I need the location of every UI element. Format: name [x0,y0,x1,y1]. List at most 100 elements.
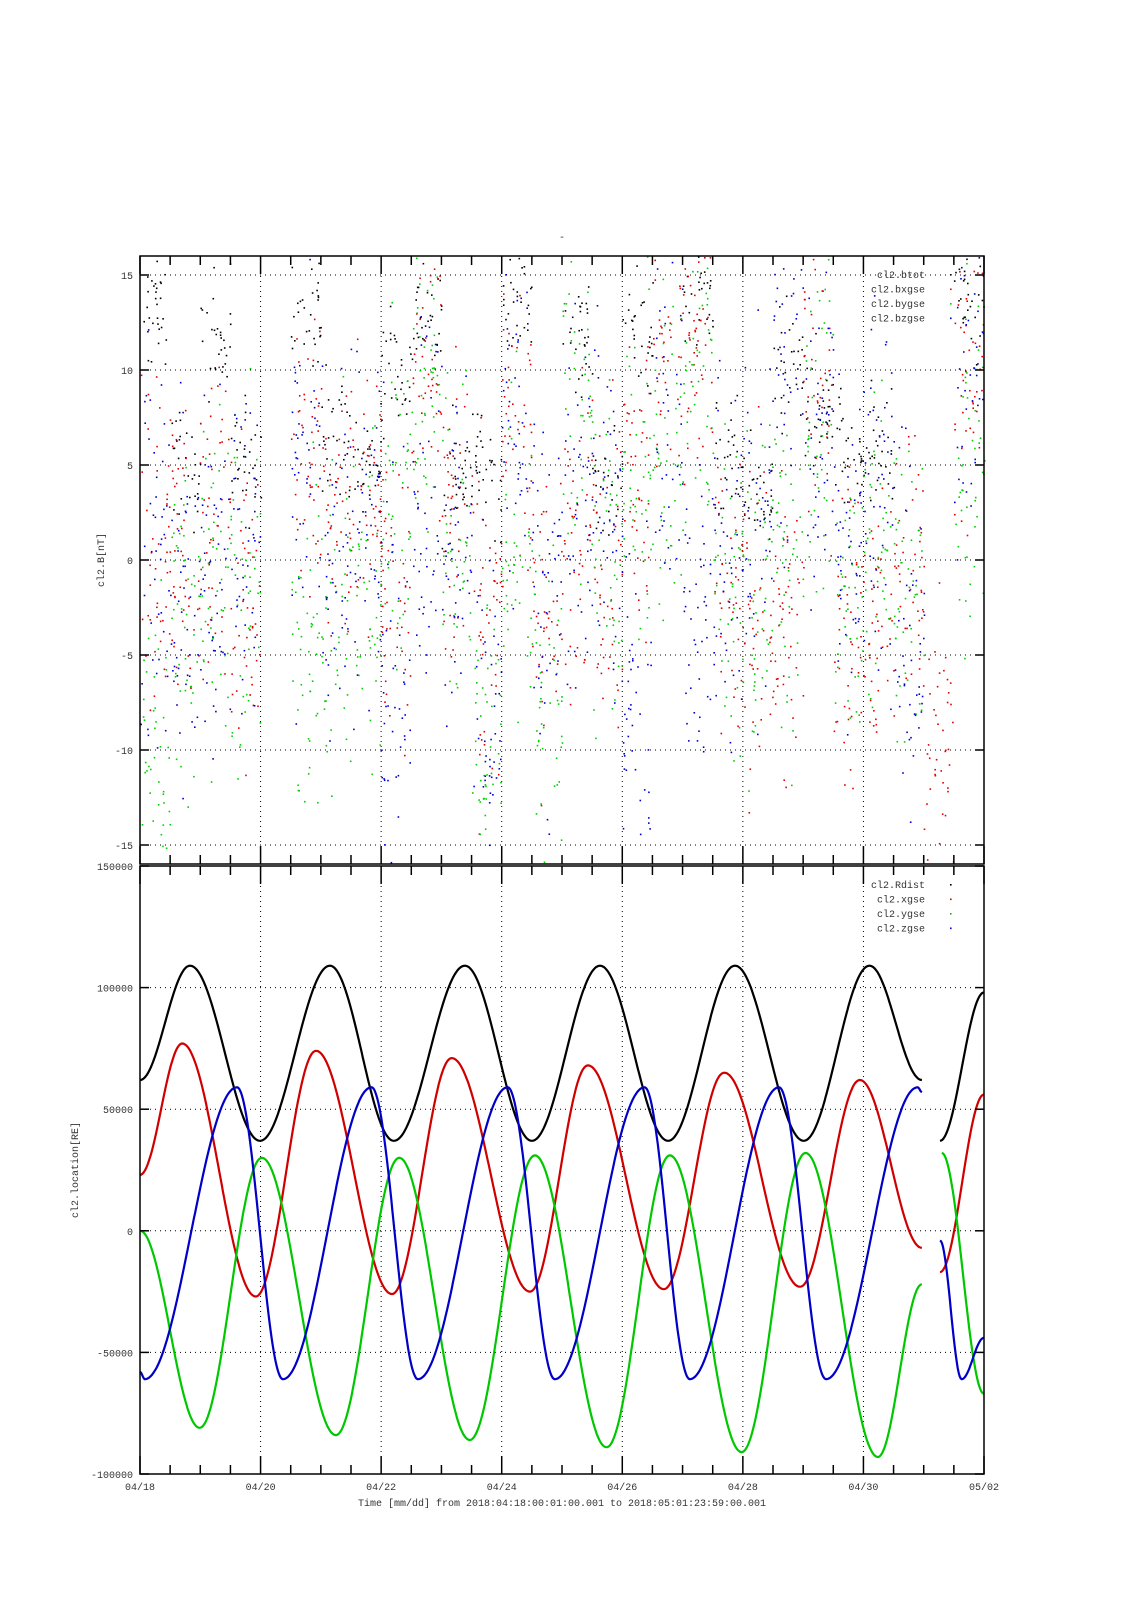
data-point [193,614,196,617]
data-point [365,547,367,549]
data-point [907,435,910,438]
data-point [848,517,851,519]
data-point [184,480,187,482]
data-point [807,450,809,453]
data-point [963,274,966,277]
data-point [602,638,604,640]
data-point [935,758,938,761]
legend-marker [950,927,952,930]
data-point [539,700,541,703]
data-point [872,557,875,559]
data-point [863,474,865,477]
data-point [530,454,533,457]
data-point [527,329,529,331]
data-point [387,445,390,447]
data-point [757,309,759,311]
data-point [430,397,432,399]
data-point [852,787,854,790]
data-point [566,502,569,505]
data-point [654,369,657,371]
data-point [340,403,343,406]
data-point [543,611,546,613]
series-line-cl2-xgse [939,1093,985,1274]
data-point [586,538,589,541]
data-point [934,768,936,771]
data-point [749,563,751,566]
data-point [645,509,647,511]
data-point [503,607,506,610]
data-point [242,695,245,698]
data-point [155,721,157,723]
data-point [561,700,563,702]
data-point [819,377,822,380]
data-point [704,257,706,259]
data-point [202,566,204,569]
data-point [810,437,813,439]
data-point [962,463,964,466]
data-point [697,340,699,342]
data-point [778,525,781,528]
data-point [672,463,675,465]
data-point [384,478,387,481]
data-point [153,285,155,287]
data-point [786,541,789,543]
data-point [817,418,820,421]
data-point [656,451,659,453]
data-point [380,655,382,657]
data-point [291,594,293,596]
data-point [220,609,223,611]
data-point [790,351,793,353]
data-point [447,471,449,473]
data-point [223,607,226,609]
data-point [479,753,481,756]
data-point [390,381,393,384]
data-point [842,527,844,529]
data-point [575,348,577,351]
data-point [360,538,362,541]
data-point [238,595,241,598]
data-point [732,611,734,613]
data-point [783,361,785,364]
data-point [503,293,505,295]
data-point [508,332,510,335]
data-point [397,375,399,378]
data-point [502,440,504,443]
data-point [506,328,509,330]
data-point [200,588,202,591]
data-point [215,710,217,713]
data-point [403,683,406,685]
bottom-panel-lines [139,964,985,1459]
data-point [154,283,157,285]
data-point [424,414,426,416]
data-point [737,638,740,641]
legend-label: cl2.xgse [877,895,925,907]
data-point [356,649,359,651]
data-point [616,505,619,508]
data-point [823,535,825,537]
data-point [356,338,359,341]
data-point [401,382,403,384]
data-point [429,314,432,317]
data-point [876,580,879,583]
data-point [973,367,975,369]
data-point [946,701,949,704]
data-point [223,653,226,655]
data-point [826,422,828,424]
data-point [919,651,922,653]
data-point [554,557,556,560]
data-point [409,762,411,764]
data-point [918,703,921,705]
data-point [769,637,772,639]
data-point [202,678,204,681]
data-point [479,801,482,803]
data-point [915,713,917,715]
data-point [387,561,390,563]
data-point [647,346,649,348]
data-point [647,385,649,387]
data-point [867,413,870,416]
data-point [545,510,548,513]
data-point [163,508,165,511]
data-point [446,725,448,728]
data-point [812,258,815,261]
data-point [216,590,219,592]
